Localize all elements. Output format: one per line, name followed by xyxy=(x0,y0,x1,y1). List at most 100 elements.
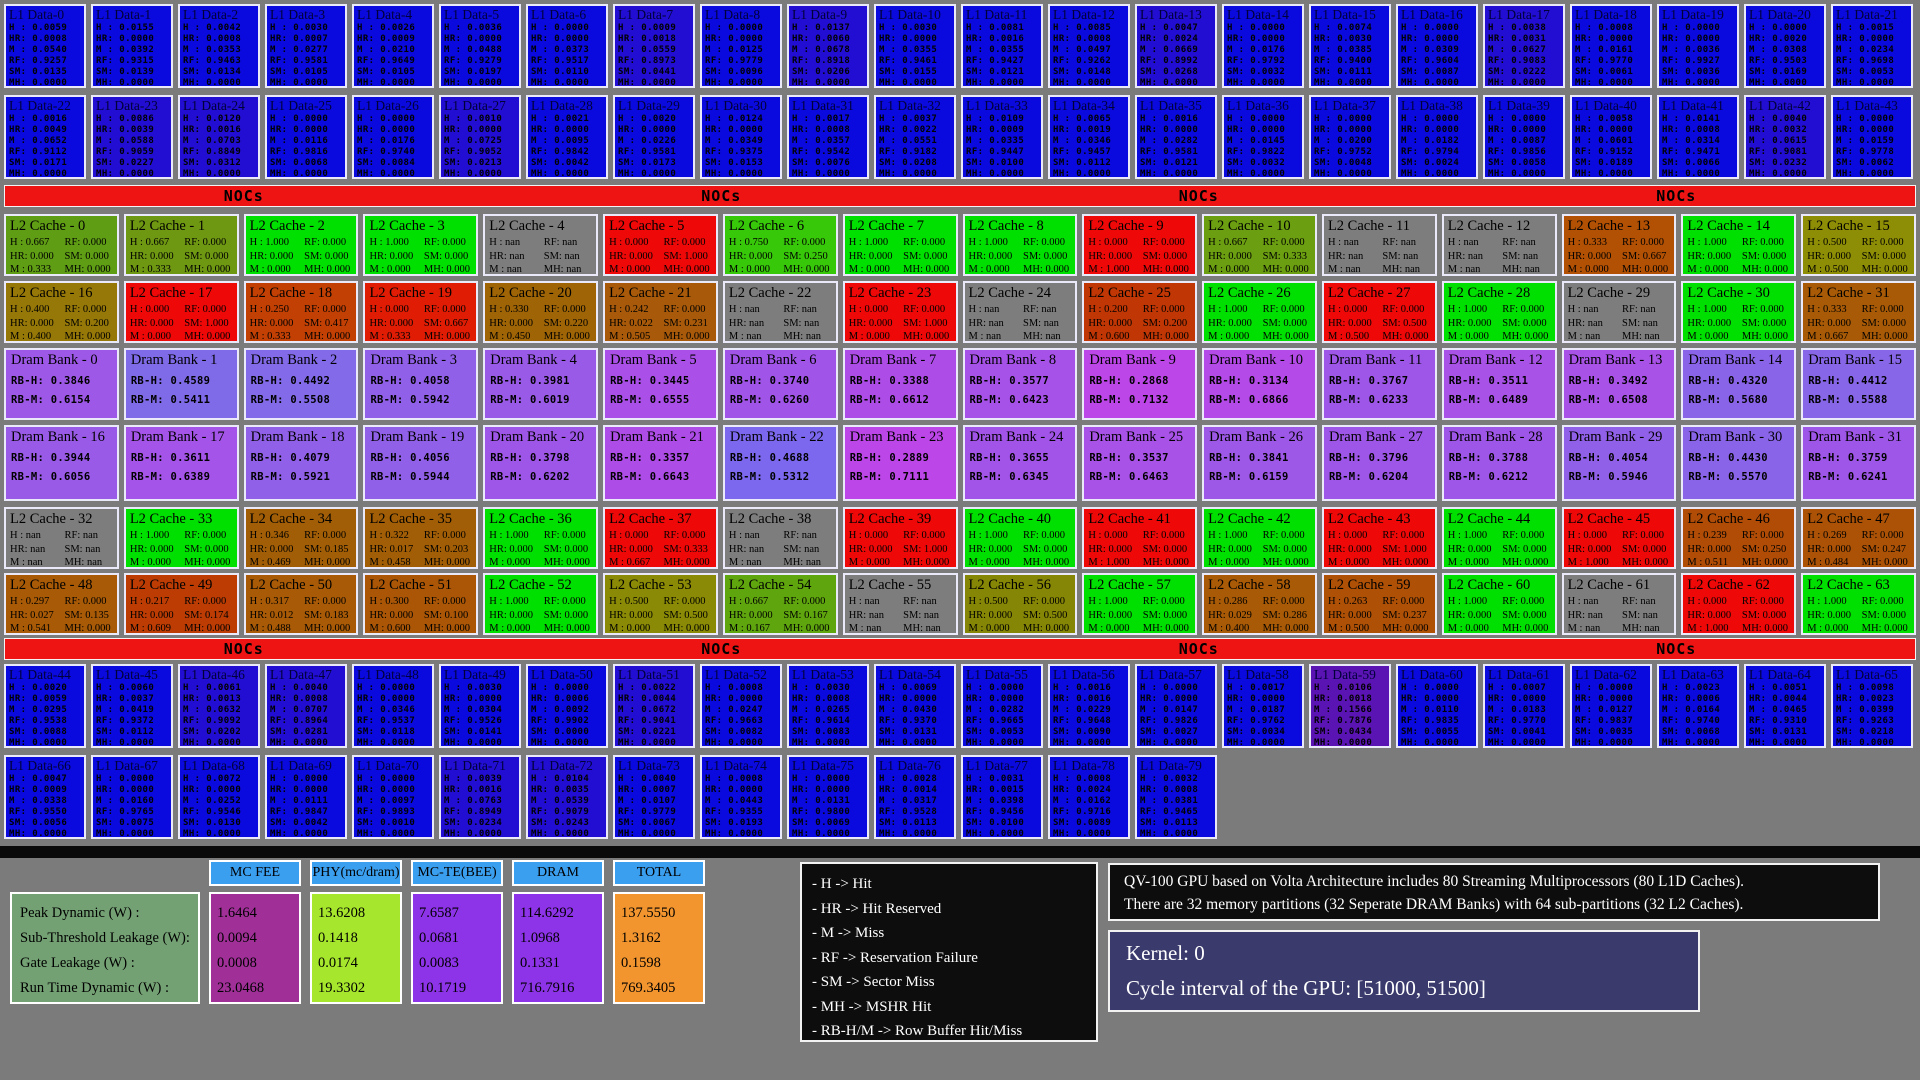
power-row-labels: Peak Dynamic (W) : Sub-Threshold Leakage… xyxy=(10,892,200,1004)
l2-tile-title: L2 Cache - 3 xyxy=(369,218,445,234)
l1-tile-title: L1 Data-52 xyxy=(705,667,767,682)
l2-tile: L2 Cache - 58 H : 0.286 RF: 0.000 HR: 0.029… xyxy=(1202,573,1317,635)
l1-metric-h: H : 0.0020 xyxy=(618,114,677,124)
l2-tile: L2 Cache - 33 H : 1.000 RF: 0.000 HR: 0.000… xyxy=(123,507,239,569)
l1-metric-mh: MH: 0.0000 xyxy=(1836,738,1895,748)
l1-metric-mh: MH: 0.0000 xyxy=(705,829,764,839)
l1-tile: L1 Data-14 H : 0.0000 HR: 0.0000 M : 0.0176… xyxy=(1222,4,1304,88)
l2-metric-mh: MH: 0.000 xyxy=(184,331,231,342)
l2-tile-values: H : 0.297 RF: 0.000 HR: 0.027 SM: 0.135 M : … xyxy=(6,594,117,633)
l2-metric-mh: MH: 0.000 xyxy=(663,557,710,568)
l2-tile: L2 Cache - 52 H : 1.000 RF: 0.000 HR: 0.000… xyxy=(483,573,599,635)
l1-metric-rf: RF: 0.9081 xyxy=(1749,147,1808,157)
l1-tile-title: L1 Data-79 xyxy=(1140,758,1202,773)
l1-metric-m: M : 0.0200 xyxy=(1314,136,1373,146)
l1-tile: L1 Data-77 H : 0.0031 HR: 0.0015 M : 0.0398… xyxy=(961,755,1043,839)
l1-tile-values: H : 0.0000 HR: 0.0000 M : 0.0097 RF: 0.9893… xyxy=(354,773,432,837)
l2-metric-mh: MH: 0.000 xyxy=(64,331,111,342)
dram-metric-rb_h: RB-H: 0.3846 xyxy=(11,375,91,387)
l1-metric-m: M : 0.0309 xyxy=(1401,45,1460,55)
l1-metric-hr: HR: 0.0007 xyxy=(618,785,677,795)
l1-row: L1 Data-22 H : 0.0016 HR: 0.0049 M : 0.0652… xyxy=(0,95,1920,179)
l2-metric-hr: HR: 0.000 xyxy=(489,543,534,555)
l1-metric-h: H : 0.0086 xyxy=(96,114,155,124)
l1-metric-h: H : 0.0017 xyxy=(792,114,851,124)
l1-tile-values: H : 0.0000 HR: 0.0000 M : 0.0111 RF: 0.9847… xyxy=(267,773,345,837)
l2-tile-title: L2 Cache - 41 xyxy=(1088,511,1171,527)
l2-metric-m: M : 1.000 xyxy=(1687,623,1729,634)
dram-metric-rb_h: RB-H: 0.4412 xyxy=(1808,375,1888,387)
l1-tile-title: L1 Data-10 xyxy=(879,7,941,22)
l2-metric-h: H : nan xyxy=(10,530,41,541)
l1-metric-h: H : 0.0085 xyxy=(1053,23,1112,33)
l2-metric-rf: RF: 0.000 xyxy=(184,237,227,248)
l1-tile-title: L1 Data-13 xyxy=(1140,7,1202,22)
dram-bank-title: Dram Bank - 22 xyxy=(729,429,824,445)
dram-bank-values: RB-H: 0.2889 RB-M: 0.7111 xyxy=(845,446,956,490)
l2-metric-m: M : 0.000 xyxy=(1327,557,1370,568)
l2-tile-title: L2 Cache - 60 xyxy=(1447,577,1531,593)
l2-tile-title: L2 Cache - 17 xyxy=(129,285,213,301)
l1-metric-m: M : 0.0465 xyxy=(1749,705,1808,715)
l2-metric-sm: SM: 0.667 xyxy=(1622,250,1667,262)
l2-metric-m: M : 0.333 xyxy=(369,331,411,342)
l2-tile-values: H : nan RF: nan HR: nan SM: nan M : nan MH: n… xyxy=(725,302,836,341)
dram-bank-tile: Dram Bank - 19 RB-H: 0.4056 RB-M: 0.5944 xyxy=(363,425,479,501)
l1-tile-title: L1 Data-53 xyxy=(792,667,854,682)
l1-metric-sm: SM: 0.0130 xyxy=(183,818,242,828)
l2-tile: L2 Cache - 39 H : 0.000 RF: 0.000 HR: 0.000… xyxy=(842,507,958,569)
l1-metric-h: H : 0.0016 xyxy=(1053,683,1112,693)
dram-bank-tile: Dram Bank - 4 RB-H: 0.3981 RB-M: 0.6019 xyxy=(483,348,599,420)
l2-metric-m: M : 0.000 xyxy=(1208,264,1250,275)
l1-metric-hr: HR: 0.0000 xyxy=(879,34,938,44)
l2-tile-title: L2 Cache - 1 xyxy=(129,218,206,234)
l2-metric-hr: HR: nan xyxy=(728,317,765,329)
l1-tile-title: L1 Data-18 xyxy=(1575,7,1637,22)
l1-metric-rf: RF: 0.9447 xyxy=(966,147,1025,157)
l1-tile-values: H : 0.0085 HR: 0.0008 M : 0.0497 RF: 0.9262… xyxy=(1050,22,1128,86)
dram-bank-title: Dram Bank - 24 xyxy=(969,429,1064,445)
l1-metric-mh: MH: 0.0000 xyxy=(1314,78,1373,88)
l2-metric-m: M : 0.488 xyxy=(249,623,291,634)
l2-tile-values: H : 0.239 RF: 0.000 HR: 0.000 SM: 0.250 M : … xyxy=(1683,528,1794,567)
noc-cell: NOCs xyxy=(483,639,961,659)
l1-metric-hr: HR: 0.0000 xyxy=(1140,125,1199,135)
l2-metric-m: M : 0.000 xyxy=(1447,331,1489,342)
l1-tile-title: L1 Data-63 xyxy=(1662,667,1724,682)
l1-tile-title: L1 Data-73 xyxy=(618,758,680,773)
l1-metric-hr: HR: 0.0016 xyxy=(444,785,503,795)
l2-tile: L2 Cache - 37 H : 0.000 RF: 0.000 HR: 0.000… xyxy=(603,507,718,569)
l1-metric-rf: RF: 0.9716 xyxy=(1053,807,1112,817)
l2-metric-mh: MH: 0.000 xyxy=(1262,623,1309,634)
l1-tile-values: H : 0.0059 HR: 0.0008 M : 0.0540 RF: 0.9257… xyxy=(6,22,84,86)
l1-tile-values: H : 0.0023 HR: 0.0006 M : 0.0164 RF: 0.9740… xyxy=(1659,682,1737,746)
l1-tile-title: L1 Data-19 xyxy=(1662,7,1724,22)
l2-tile-title: L2 Cache - 8 xyxy=(968,218,1044,234)
l2-metric-sm: SM: 0.000 xyxy=(1262,317,1307,329)
l1-metric-sm: SM: 0.0202 xyxy=(183,727,242,737)
l1-tile: L1 Data-55 H : 0.0000 HR: 0.0000 M : 0.0282… xyxy=(961,664,1043,748)
l1-tile: L1 Data-60 H : 0.0000 HR: 0.0000 M : 0.0110… xyxy=(1396,664,1478,748)
l2-metric-m: M : 0.000 xyxy=(489,557,531,568)
l1-metric-h: H : 0.0141 xyxy=(1662,114,1721,124)
l1-tile-values: H : 0.0030 HR: 0.0007 M : 0.0277 RF: 0.9581… xyxy=(267,22,345,88)
l1-metric-mh: MH: 0.0000 xyxy=(792,738,851,748)
l1-metric-rf: RF: 0.9765 xyxy=(96,807,155,817)
l1-metric-m: M : 0.0164 xyxy=(1662,705,1721,715)
l1-metric-mh: MH: 0.0000 xyxy=(270,169,329,179)
l1-tile-title: L1 Data-21 xyxy=(1836,7,1898,22)
l1-tile: L1 Data-56 H : 0.0016 HR: 0.0016 M : 0.0229… xyxy=(1048,664,1130,748)
l1-tile-title: L1 Data-33 xyxy=(966,98,1028,113)
l2-metric-m: M : 0.000 xyxy=(1088,623,1130,634)
dram-bank-title: Dram Bank - 17 xyxy=(130,429,225,445)
l1-tile-title: L1 Data-14 xyxy=(1227,7,1289,22)
l2-metric-mh: MH: 0.000 xyxy=(1022,557,1070,568)
l1-tile: L1 Data-43 H : 0.0000 HR: 0.0000 M : 0.0159… xyxy=(1831,95,1913,179)
l1-tile-title: L1 Data-45 xyxy=(96,667,158,682)
l2-metric-m: M : 0.450 xyxy=(489,331,531,342)
l1-metric-hr: HR: 0.0000 xyxy=(1314,125,1373,135)
l1-metric-mh: MH: 0.0000 xyxy=(270,78,329,88)
l1-tile: L1 Data-49 H : 0.0030 HR: 0.0000 M : 0.0304… xyxy=(439,664,521,748)
l1-tile: L1 Data-32 H : 0.0037 HR: 0.0022 M : 0.0551… xyxy=(874,95,956,179)
